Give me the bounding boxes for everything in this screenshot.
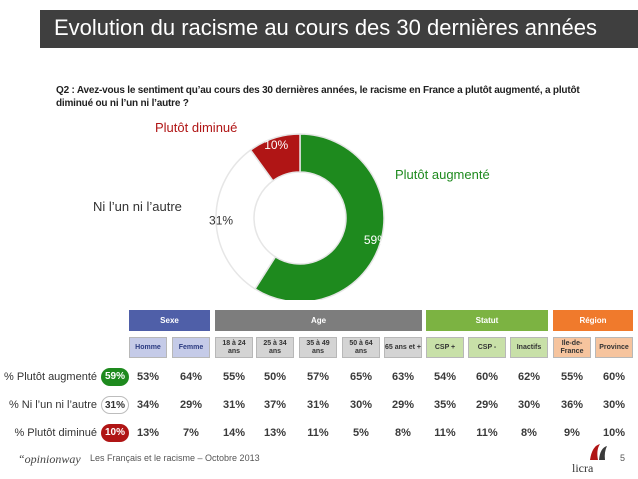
slice-value-label: 59%: [364, 233, 388, 247]
column-header: 25 à 34 ans: [256, 337, 294, 358]
table-cell: 8%: [521, 427, 537, 439]
table-cell: 9%: [564, 427, 580, 439]
group-header: Sexe: [129, 310, 210, 331]
table-cell: 55%: [560, 371, 584, 383]
table-cell: 62%: [517, 371, 541, 383]
table-cell: 64%: [179, 371, 203, 383]
column-header: CSP -: [468, 337, 506, 358]
table-cell: 30%: [602, 399, 626, 411]
donut-slice: [215, 148, 277, 290]
table-cell: 65%: [349, 371, 373, 383]
table-cell: 29%: [391, 399, 415, 411]
title-bar: Evolution du racisme au cours des 30 der…: [40, 10, 638, 48]
column-header: Femme: [172, 337, 210, 358]
licra-logo-text: licra: [572, 461, 594, 475]
footer-text: Les Français et le racisme – Octobre 201…: [90, 453, 260, 463]
table-cell: 57%: [306, 371, 330, 383]
column-header: 50 à 64 ans: [342, 337, 380, 358]
table-cell: 5%: [353, 427, 369, 439]
opinionway-logo: “opinionway: [18, 452, 81, 466]
pie-category-label: Plutôt augmenté: [395, 167, 490, 182]
table-cell: 10%: [602, 427, 626, 439]
table-cell: 36%: [560, 399, 584, 411]
table-cell: 29%: [475, 399, 499, 411]
table-cell: 30%: [349, 399, 373, 411]
column-header: Province: [595, 337, 633, 358]
table-cell: 13%: [263, 427, 287, 439]
row-label: % Plutôt augmenté: [4, 371, 97, 383]
table-cell: 60%: [475, 371, 499, 383]
table-cell: 8%: [395, 427, 411, 439]
column-header: Ile-de-France: [553, 337, 591, 358]
table-cell: 31%: [306, 399, 330, 411]
table-cell: 60%: [602, 371, 626, 383]
group-header: Région: [553, 310, 633, 331]
table-cell: 35%: [433, 399, 457, 411]
table-cell: 34%: [136, 399, 160, 411]
page-title: Evolution du racisme au cours des 30 der…: [54, 15, 597, 40]
table-cell: 29%: [179, 399, 203, 411]
licra-logo-mark: [590, 444, 607, 460]
row-label: % Plutôt diminué: [14, 427, 97, 439]
table-cell: 37%: [263, 399, 287, 411]
slice-value-label: 10%: [264, 138, 288, 152]
column-header: 65 ans et +: [384, 337, 422, 358]
pie-category-label: Ni l’un ni l’autre: [93, 199, 182, 214]
donut-chart: 59% 31% 10%: [209, 133, 388, 300]
column-header: Homme: [129, 337, 167, 358]
table-cell: 50%: [263, 371, 287, 383]
column-header: CSP +: [426, 337, 464, 358]
row-total-badge: 10%: [101, 424, 129, 442]
donut-slice: [249, 133, 301, 182]
column-header: 35 à 49 ans: [299, 337, 337, 358]
table-cell: 55%: [222, 371, 246, 383]
table-cell: 11%: [476, 427, 498, 439]
group-header: Age: [215, 310, 422, 331]
column-header: 18 à 24 ans: [215, 337, 253, 358]
table-cell: 63%: [391, 371, 415, 383]
table-cell: 31%: [222, 399, 246, 411]
table-cell: 54%: [433, 371, 457, 383]
row-total-badge: 59%: [101, 368, 129, 386]
table-cell: 11%: [307, 427, 329, 439]
row-total-badge: 31%: [101, 396, 129, 414]
table-cell: 14%: [222, 427, 246, 439]
question-text: Q2 : Avez-vous le sentiment qu’au cours …: [56, 85, 580, 109]
page-number: 5: [620, 453, 626, 463]
table-cell: 53%: [136, 371, 160, 383]
pie-category-label: Plutôt diminué: [155, 120, 238, 135]
donut-slice: [253, 133, 385, 300]
slice-value-label: 31%: [209, 213, 233, 227]
group-header: Statut: [426, 310, 548, 331]
column-header: Inactifs: [510, 337, 548, 358]
table-cell: 13%: [136, 427, 160, 439]
row-label: % Ni l’un ni l’autre: [8, 399, 97, 411]
table-cell: 7%: [183, 427, 199, 439]
table-cell: 11%: [434, 427, 456, 439]
table-cell: 30%: [517, 399, 541, 411]
